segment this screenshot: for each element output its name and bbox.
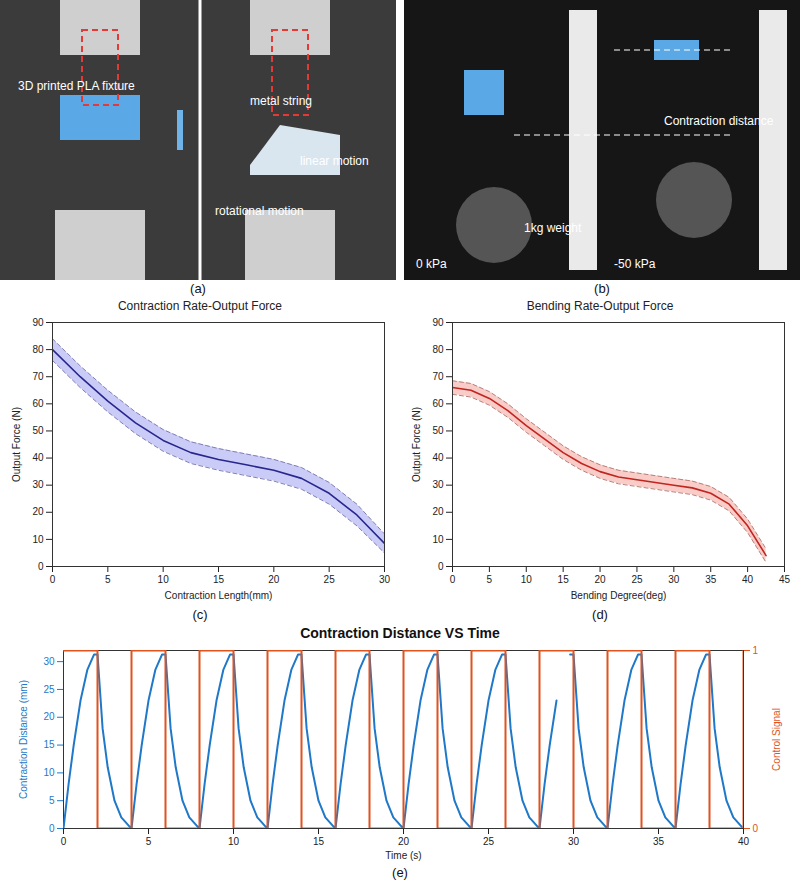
svg-text:20: 20 bbox=[398, 836, 410, 847]
svg-text:Contraction Length(mm): Contraction Length(mm) bbox=[165, 590, 273, 601]
svg-text:60: 60 bbox=[32, 398, 44, 409]
svg-text:0: 0 bbox=[61, 836, 67, 847]
svg-text:20: 20 bbox=[268, 574, 280, 585]
svg-text:0: 0 bbox=[438, 561, 444, 572]
svg-text:10: 10 bbox=[432, 534, 444, 545]
svg-text:10: 10 bbox=[158, 574, 170, 585]
svg-text:5: 5 bbox=[105, 574, 111, 585]
svg-text:5: 5 bbox=[49, 795, 55, 806]
svg-text:1: 1 bbox=[753, 645, 759, 656]
svg-text:30: 30 bbox=[379, 574, 391, 585]
html-text:Contraction Distance VS Time: Contraction Distance VS Time bbox=[300, 625, 500, 641]
svg-text:40: 40 bbox=[738, 836, 750, 847]
svg-text:0: 0 bbox=[753, 823, 759, 834]
svg-text:0: 0 bbox=[38, 561, 44, 572]
svg-text:30: 30 bbox=[32, 479, 44, 490]
svg-text:25: 25 bbox=[631, 574, 643, 585]
svg-text:50: 50 bbox=[432, 425, 444, 436]
svg-text:50: 50 bbox=[32, 425, 44, 436]
svg-text:5: 5 bbox=[146, 836, 152, 847]
svg-text:40: 40 bbox=[432, 452, 444, 463]
svg-text:10: 10 bbox=[228, 836, 240, 847]
svg-text:70: 70 bbox=[432, 371, 444, 382]
svg-text:15: 15 bbox=[558, 574, 570, 585]
html-text:(e): (e) bbox=[392, 865, 408, 880]
svg-text:30: 30 bbox=[43, 656, 55, 667]
svg-text:90: 90 bbox=[32, 317, 44, 328]
svg-text:5: 5 bbox=[487, 574, 493, 585]
svg-text:3D printed PLA fixture: 3D printed PLA fixture bbox=[18, 79, 135, 93]
svg-text:metal string: metal string bbox=[250, 94, 312, 108]
svg-text:70: 70 bbox=[32, 371, 44, 382]
svg-text:15: 15 bbox=[313, 836, 325, 847]
svg-text:60: 60 bbox=[432, 398, 444, 409]
svg-text:Control Signal: Control Signal bbox=[771, 708, 782, 771]
svg-text:90: 90 bbox=[432, 317, 444, 328]
svg-text:40: 40 bbox=[742, 574, 754, 585]
svg-text:10: 10 bbox=[32, 534, 44, 545]
svg-text:40: 40 bbox=[32, 452, 44, 463]
svg-text:20: 20 bbox=[43, 711, 55, 722]
svg-text:80: 80 bbox=[432, 344, 444, 355]
svg-text:linear motion: linear motion bbox=[300, 154, 369, 168]
svg-text:25: 25 bbox=[483, 836, 495, 847]
html-text:Contraction Rate-Output Force: Contraction Rate-Output Force bbox=[118, 299, 282, 313]
svg-text:15: 15 bbox=[43, 739, 55, 750]
html-text:(d): (d) bbox=[592, 607, 608, 622]
svg-text:-50 kPa: -50 kPa bbox=[614, 257, 656, 271]
svg-text:Output Force (N): Output Force (N) bbox=[11, 407, 22, 482]
svg-text:rotational motion: rotational motion bbox=[215, 204, 304, 218]
html-text:Bending Rate-Output Force: Bending Rate-Output Force bbox=[526, 299, 674, 313]
svg-text:35: 35 bbox=[705, 574, 717, 585]
svg-text:Contraction Distance (mm): Contraction Distance (mm) bbox=[18, 680, 29, 799]
svg-text:25: 25 bbox=[43, 684, 55, 695]
svg-text:Time (s): Time (s) bbox=[385, 850, 421, 861]
svg-text:Contraction distance: Contraction distance bbox=[664, 114, 774, 128]
svg-text:10: 10 bbox=[43, 767, 55, 778]
svg-text:1kg weight: 1kg weight bbox=[524, 221, 582, 235]
svg-text:25: 25 bbox=[324, 574, 336, 585]
html-text:(c): (c) bbox=[192, 607, 208, 622]
svg-text:80: 80 bbox=[32, 344, 44, 355]
svg-text:30: 30 bbox=[568, 836, 580, 847]
svg-text:45: 45 bbox=[779, 574, 791, 585]
html-text:(a): (a) bbox=[190, 281, 206, 296]
svg-text:Output Force (N): Output Force (N) bbox=[411, 407, 422, 482]
svg-text:15: 15 bbox=[213, 574, 225, 585]
svg-text:10: 10 bbox=[521, 574, 533, 585]
svg-text:30: 30 bbox=[432, 479, 444, 490]
svg-text:30: 30 bbox=[668, 574, 680, 585]
svg-text:Bending Degree(deg): Bending Degree(deg) bbox=[571, 590, 667, 601]
svg-text:20: 20 bbox=[32, 506, 44, 517]
svg-text:0: 0 bbox=[450, 574, 456, 585]
svg-text:0: 0 bbox=[49, 823, 55, 834]
svg-text:35: 35 bbox=[653, 836, 665, 847]
svg-text:0 kPa: 0 kPa bbox=[416, 257, 447, 271]
svg-text:20: 20 bbox=[594, 574, 606, 585]
svg-text:0: 0 bbox=[50, 574, 56, 585]
html-text:(b): (b) bbox=[594, 281, 610, 296]
svg-text:20: 20 bbox=[432, 506, 444, 517]
